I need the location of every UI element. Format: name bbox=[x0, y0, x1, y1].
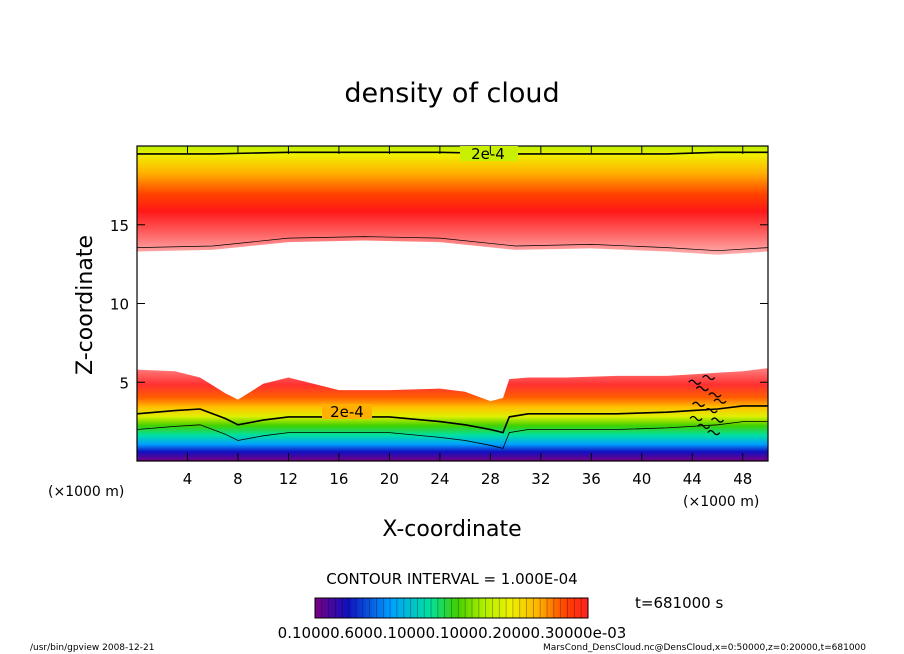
turbulence-mark bbox=[704, 407, 718, 414]
y-tick-label: 5 bbox=[119, 374, 129, 392]
footer-right: MarsCond_DensCloud.nc@DensCloud,x=0:5000… bbox=[543, 643, 866, 653]
turbulence-mark bbox=[692, 401, 706, 407]
x-unit-left: (×1000 m) bbox=[48, 484, 124, 500]
contour-label-bg-1 bbox=[460, 146, 518, 161]
x-unit-right: (×1000 m) bbox=[683, 494, 759, 510]
contour-label-bg-2 bbox=[322, 404, 372, 419]
contour-label-upper: 2e-4 bbox=[471, 145, 505, 163]
x-tick-label: 40 bbox=[632, 470, 651, 488]
turbulence-mark bbox=[702, 374, 716, 381]
turbulence-marks bbox=[688, 374, 727, 436]
x-tick-label: 24 bbox=[430, 470, 449, 488]
colorbar-divisions bbox=[321, 598, 582, 618]
lower-contour-line-2 bbox=[137, 421, 768, 449]
footer-left: /usr/bin/gpview 2008-12-21 bbox=[30, 643, 154, 653]
x-tick-label: 4 bbox=[183, 470, 193, 488]
x-tick-label: 44 bbox=[683, 470, 702, 488]
colorbar-labels: 0.10000.6000.10000.10000.20000.30000e-03 bbox=[278, 624, 627, 642]
x-tick-label: 32 bbox=[531, 470, 550, 488]
turbulence-mark bbox=[688, 379, 702, 385]
lower-cloud-layer bbox=[137, 368, 768, 461]
x-tick-label: 20 bbox=[380, 470, 399, 488]
contour-label-lower: 2e-4 bbox=[330, 403, 364, 421]
x-tick-label: 36 bbox=[582, 470, 601, 488]
turbulence-mark bbox=[697, 423, 711, 429]
turbulence-mark bbox=[689, 415, 703, 422]
x-tick-label: 8 bbox=[233, 470, 243, 488]
y-tick-label: 15 bbox=[110, 217, 129, 235]
x-tick-label: 48 bbox=[733, 470, 752, 488]
lower-contour-line bbox=[137, 405, 768, 434]
turbulence-mark bbox=[713, 398, 727, 404]
turbulence-mark bbox=[708, 392, 722, 398]
colorbar bbox=[314, 597, 589, 619]
turbulence-mark bbox=[707, 430, 721, 436]
upper-layer-edge bbox=[137, 236, 768, 252]
contour-interval: CONTOUR INTERVAL = 1.000E-04 bbox=[326, 570, 577, 588]
x-axis-label: X-coordinate bbox=[382, 517, 521, 542]
turbulence-mark bbox=[711, 417, 725, 423]
chart-title: density of cloud bbox=[344, 78, 559, 109]
x-tick-label: 28 bbox=[481, 470, 500, 488]
y-tick-label: 10 bbox=[110, 296, 129, 314]
upper-cloud-layer bbox=[137, 146, 768, 255]
y-axis-label: Z-coordinate bbox=[73, 235, 98, 375]
x-tick-label: 16 bbox=[329, 470, 348, 488]
x-tick-label: 12 bbox=[279, 470, 298, 488]
time-label: t=681000 s bbox=[635, 594, 723, 612]
turbulence-mark bbox=[695, 385, 709, 392]
